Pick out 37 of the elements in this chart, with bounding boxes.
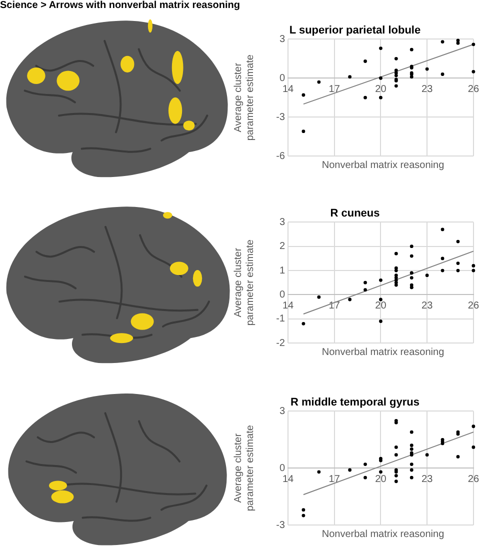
x-tick-label: 14 [282, 300, 294, 312]
x-tick-label: 14 [282, 474, 294, 485]
y-tick-label: 3 [279, 34, 286, 45]
y-tick-label: 2 [279, 241, 286, 252]
x-tick-label: 14 [282, 84, 294, 95]
x-axis-title: Nonverbal matrix reasoning [320, 160, 446, 172]
x-tick-label: 26 [468, 300, 480, 312]
y-tick-label: 3 [279, 406, 286, 417]
x-tick-label: 26 [468, 84, 480, 95]
y-tick-label: -2 [276, 338, 286, 349]
y-tick-label: -3 [276, 112, 286, 123]
chart-title: R middle temporal gyrus [290, 396, 420, 409]
y-tick-label: -1 [276, 314, 286, 325]
x-axis-title: Nonverbal matrix reasoning [320, 347, 446, 359]
x-tick-label: 17 [328, 474, 340, 485]
x-tick-label: 20 [375, 84, 387, 95]
x-tick-label: 26 [468, 474, 480, 485]
y-axis-title: Average cluster parameter estimate [232, 239, 256, 326]
y-tick-label: -3 [276, 520, 286, 531]
y-tick-label: 0 [279, 72, 286, 84]
chart-title: L superior parietal lobule [289, 24, 421, 37]
x-tick-label: 23 [422, 300, 434, 312]
x-tick-label: 23 [422, 474, 434, 485]
y-tick-label: -6 [276, 150, 286, 162]
y-tick-label: 3 [279, 216, 286, 228]
x-tick-label: 23 [422, 84, 434, 95]
x-tick-label: 20 [375, 474, 387, 485]
chart-title: R cuneus [330, 208, 380, 220]
y-axis-title: Average cluster parameter estimate [232, 54, 256, 141]
y-tick-label: 1 [279, 265, 286, 276]
x-tick-label: 20 [375, 300, 387, 312]
x-axis-title: Nonverbal matrix reasoning [320, 529, 446, 541]
y-axis-title: Average cluster parameter estimate [232, 424, 256, 512]
x-tick-label: 17 [328, 84, 340, 95]
text: Science > Arrows with nonverbal matrix reasoning [0, 0, 240, 12]
y-tick-label: 0 [279, 289, 286, 300]
y-tick-label: 0 [279, 462, 286, 474]
